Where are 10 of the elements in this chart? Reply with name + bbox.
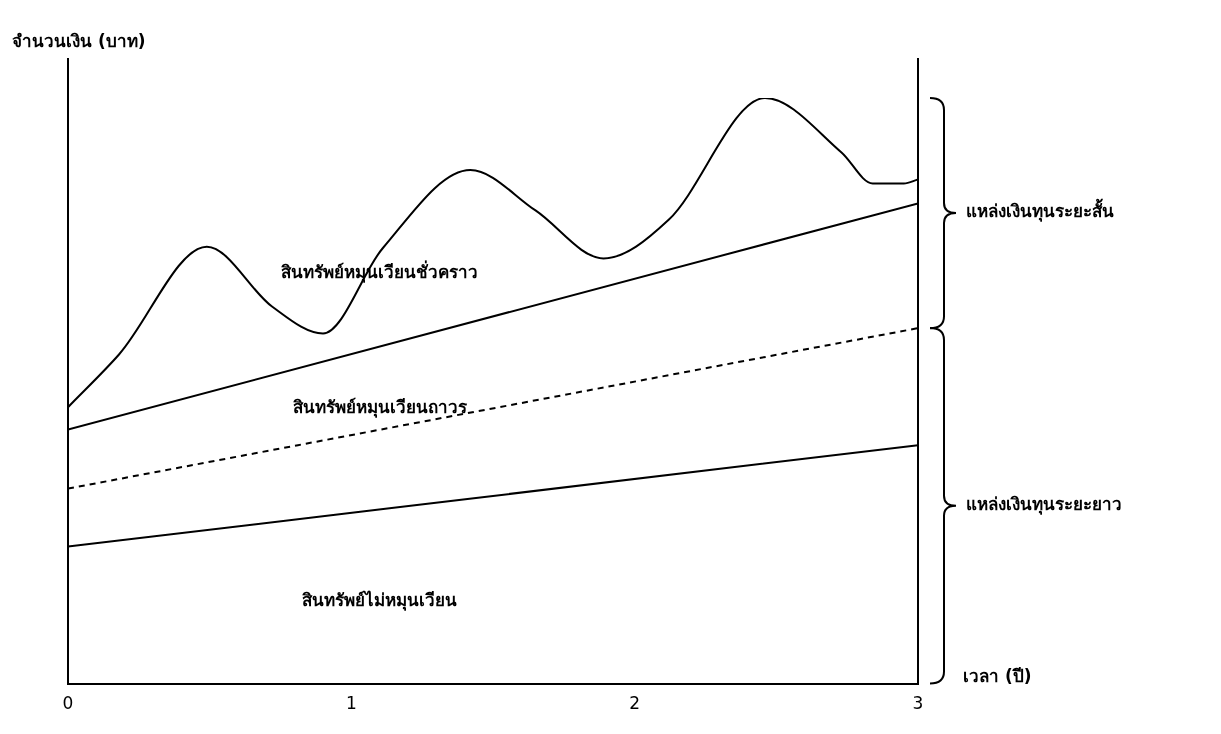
annotation: สินทรัพย์หมุนเวียนถาวร: [292, 396, 468, 418]
x-axis-title: เวลา (ปี): [963, 666, 1032, 687]
x-tick-label: 2: [629, 693, 641, 714]
x-tick-label: 3: [912, 693, 924, 714]
x-tick-label: 0: [62, 693, 74, 714]
text: แหล่งเงินทุนระยะสั้น: [966, 198, 1114, 223]
text: แหล่งเงินทุนระยะยาว: [966, 494, 1122, 516]
x-tick-label: 1: [345, 693, 357, 714]
annotation: สินทรัพย์ไม่หมุนเวียน: [302, 590, 458, 612]
y-axis-title: จำนวนเงิน (บาท): [12, 31, 146, 52]
